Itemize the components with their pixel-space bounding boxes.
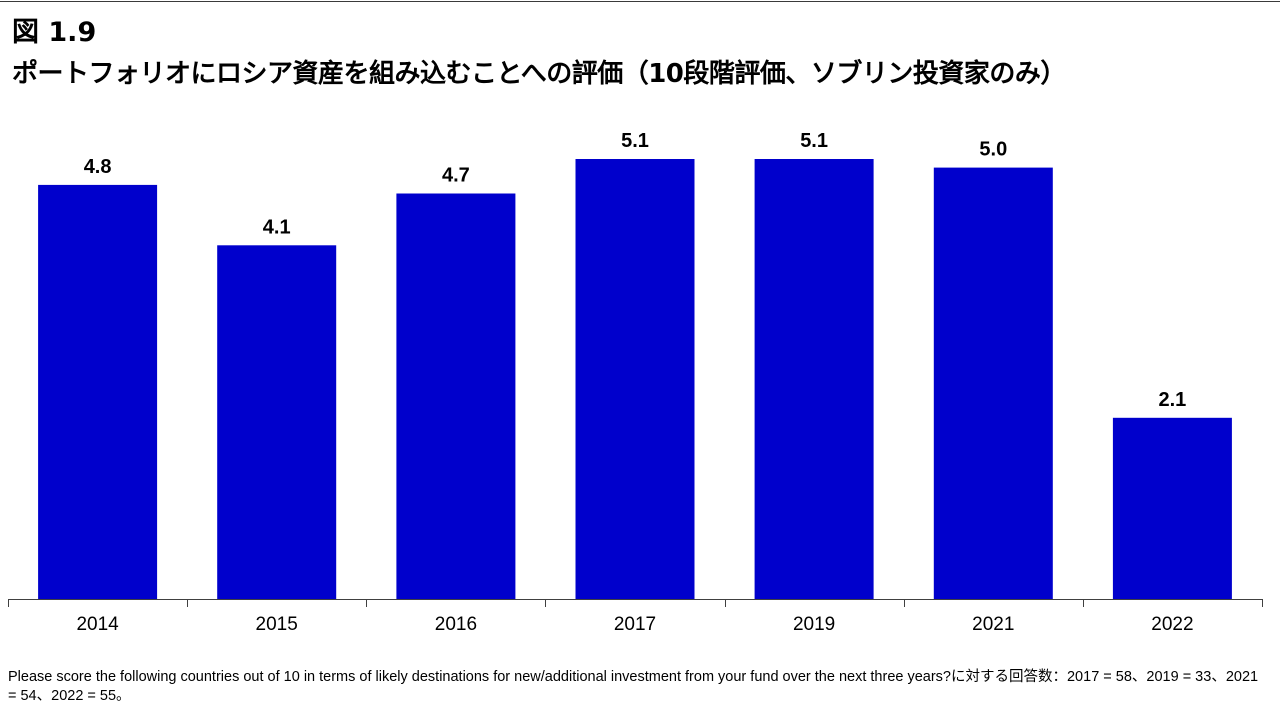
footnote: Please score the following countries out… <box>8 669 1259 704</box>
x-tick-labels: 2014 2015 2016 2017 2019 2021 2022 <box>76 614 1193 635</box>
x-tick-label-2019: 2019 <box>793 614 835 635</box>
data-label-2015: 4.1 <box>263 216 291 238</box>
figure-label: 図 1.9 <box>12 17 97 48</box>
bar-2019 <box>754 159 874 599</box>
bar-2022 <box>1112 417 1232 599</box>
x-tick-label-2016: 2016 <box>435 614 477 635</box>
x-tick-label-2021: 2021 <box>972 614 1014 635</box>
bar-2016 <box>396 193 516 599</box>
top-rule <box>0 1 1280 2</box>
x-axis <box>8 599 1263 607</box>
bar-2014 <box>38 184 158 599</box>
x-tick-label-2014: 2014 <box>76 614 119 635</box>
x-tick-label-2017: 2017 <box>614 614 656 635</box>
chart-title: ポートフォリオにロシア資産を組み込むことへの評価（10段階評価、ソブリン投資家の… <box>12 59 1066 89</box>
bars-layer <box>38 159 1232 600</box>
data-label-2021: 5.0 <box>979 139 1007 161</box>
value-labels-layer: 4.8 4.1 4.7 5.1 5.1 5.0 2.1 <box>84 130 1187 411</box>
bar-chart: 4.84.14.75.1 5.1 5.02.1 2014 2015 2016 2017 20… <box>8 130 1263 635</box>
x-tick-label-2015: 2015 <box>256 614 298 635</box>
data-label-2019: 5.1 <box>800 130 828 152</box>
bar-2015 <box>217 245 337 600</box>
bar-2017 <box>575 159 695 599</box>
data-label-2014: 4.8 <box>84 156 112 178</box>
data-label-2022: 2.1 <box>1158 389 1186 411</box>
data-label-2016: 4.7 <box>442 165 470 187</box>
x-tick-label-2022: 2022 <box>1151 614 1193 635</box>
data-label-2017: 5.1 <box>621 130 649 152</box>
bar-2021 <box>933 167 1053 599</box>
